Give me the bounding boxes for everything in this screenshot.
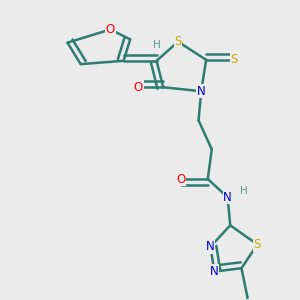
Text: S: S — [254, 238, 261, 251]
Text: S: S — [174, 35, 182, 48]
Text: H: H — [240, 186, 247, 196]
Text: O: O — [106, 23, 115, 36]
Text: N: N — [223, 191, 232, 204]
Text: O: O — [134, 81, 143, 94]
Text: S: S — [230, 53, 238, 66]
Text: N: N — [210, 265, 219, 278]
Text: H: H — [153, 40, 160, 50]
Text: N: N — [206, 240, 215, 253]
Text: O: O — [176, 172, 185, 186]
Text: N: N — [197, 85, 206, 98]
